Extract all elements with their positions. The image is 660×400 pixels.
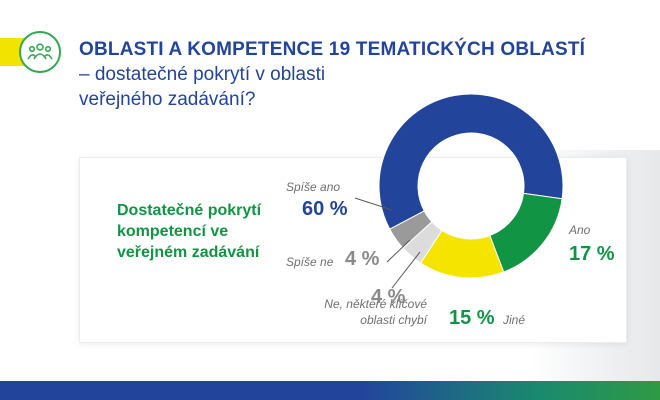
slice-spise-ano <box>378 93 564 230</box>
page-title: OBLASTI A KOMPETENCE 19 TEMATICKÝCH OBLA… <box>79 38 639 112</box>
title-line-1: OBLASTI A KOMPETENCE 19 TEMATICKÝCH OBLA… <box>79 39 586 60</box>
title-line-2: – dostatečné pokrytí v oblasti <box>79 64 326 85</box>
leader-line-spise-ne <box>386 239 411 263</box>
slice-label-spise-ne: Spíše ne <box>286 255 334 269</box>
slice-label-jine: Jiné <box>503 313 526 327</box>
slice-ano <box>489 192 563 273</box>
leader-line-spise-ano <box>354 197 393 211</box>
slice-value-spise-ano: 60 % <box>302 198 348 220</box>
slice-value-jine: 15 % <box>449 307 495 329</box>
people-group-icon <box>19 31 61 73</box>
title-line-3: veřejného zadávání? <box>79 89 256 110</box>
slice-label-spise-ano: Spíše ano <box>286 180 341 194</box>
slice-label-ne-nektere: Ne, některé klíčové oblasti chybí <box>324 297 427 327</box>
slice-value-ne-nektere: 4 % <box>371 286 406 308</box>
slice-spise-ne <box>389 210 433 249</box>
card-title: Dostatečné pokrytí kompetencí ve veřejné… <box>117 202 262 261</box>
leader-line-ne-nektere <box>391 251 421 289</box>
slice-label-ano: Ano <box>569 223 591 237</box>
slice-value-spise-ne: 4 % <box>345 248 380 270</box>
footer-band <box>0 381 660 400</box>
slice-value-ano: 17 % <box>569 243 615 265</box>
